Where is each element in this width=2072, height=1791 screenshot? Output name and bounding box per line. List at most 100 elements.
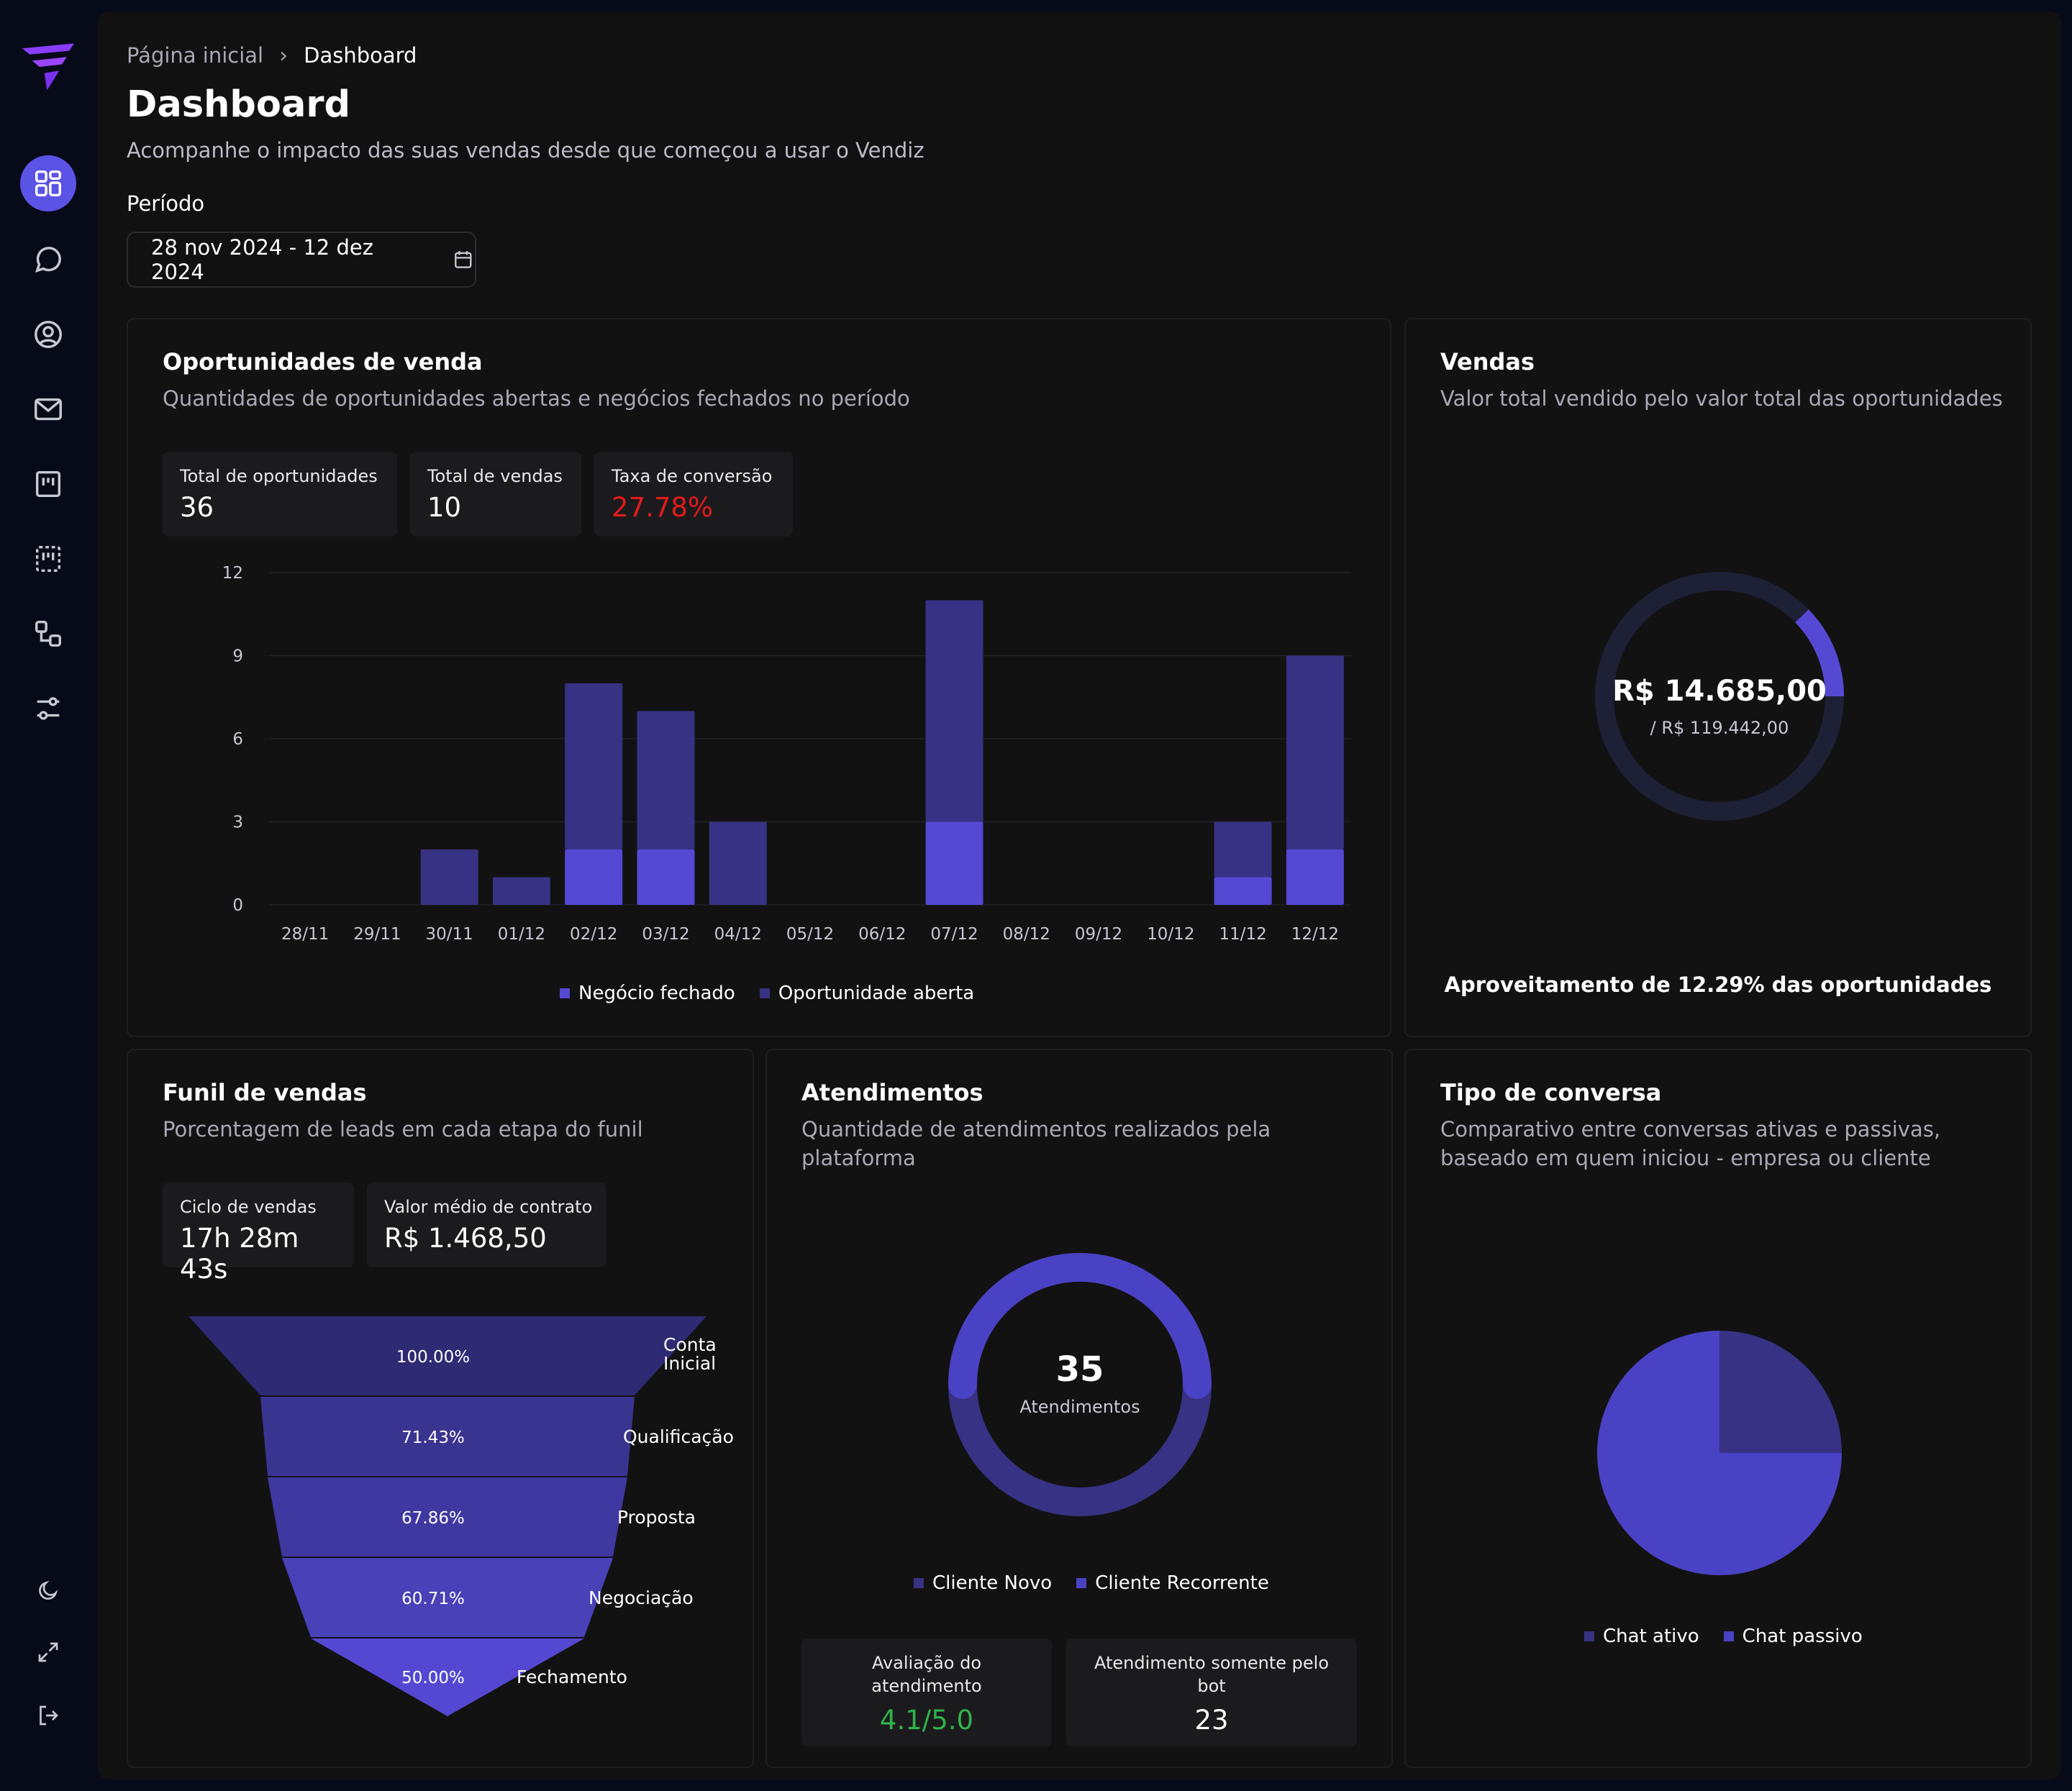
bar-open-opportunity[interactable] bbox=[1214, 821, 1272, 878]
conversation-pie bbox=[1597, 1331, 1842, 1575]
logout-button[interactable] bbox=[20, 1687, 76, 1744]
funnel-stage-4[interactable] bbox=[282, 1558, 613, 1637]
funnel-stage-pct: 100.00% bbox=[396, 1348, 470, 1367]
page-subtitle: Acompanhe o impacto das suas vendas desd… bbox=[127, 138, 924, 163]
x-tick-label: 29/11 bbox=[353, 925, 401, 944]
nav-workflow[interactable] bbox=[20, 606, 76, 662]
stat-label: Ciclo de vendas bbox=[180, 1197, 317, 1217]
bar-closed-deal[interactable] bbox=[925, 821, 983, 906]
legend-swatch bbox=[1723, 1631, 1734, 1641]
funnel-stage-2[interactable] bbox=[260, 1397, 635, 1476]
legend-swatch bbox=[759, 988, 770, 998]
funnel-stage-label: Conta Inicial bbox=[663, 1334, 717, 1374]
breadcrumb-home[interactable]: Página inicial bbox=[127, 43, 264, 68]
conversation-subtitle: Comparativo entre conversas ativas e pas… bbox=[1440, 1117, 1941, 1170]
funnel-clip: 100.00% 71.43% 67.86% 60.71% 50.00% Cont… bbox=[128, 1050, 747, 1768]
attendance-title: Atendimentos bbox=[801, 1079, 983, 1106]
donut-returning-client[interactable] bbox=[948, 1253, 1212, 1399]
sales-card: Vendas Valor total vendido pelo valor to… bbox=[1404, 318, 2032, 1037]
bar-open-opportunity[interactable] bbox=[1286, 655, 1344, 850]
expand-icon bbox=[38, 1642, 58, 1662]
donut-new-client[interactable] bbox=[948, 1384, 1212, 1516]
bar-closed-deal[interactable] bbox=[637, 849, 695, 905]
funnel-card: Funil de vendas Porcentagem de leads em … bbox=[127, 1049, 754, 1768]
funnel-stage-label-line2: Inicial bbox=[663, 1353, 716, 1374]
date-range-picker[interactable]: 28 nov 2024 - 12 dez 2024 bbox=[127, 232, 476, 288]
stat-label: Total de vendas bbox=[427, 466, 563, 486]
date-range-value: 28 nov 2024 - 12 dez 2024 bbox=[151, 235, 373, 284]
bar-open-opportunity[interactable] bbox=[637, 711, 695, 850]
sidebar bbox=[0, 0, 98, 1791]
funnel-stage-5[interactable] bbox=[311, 1639, 584, 1716]
stat-value: 10 bbox=[427, 492, 462, 523]
fullscreen-button[interactable] bbox=[20, 1624, 76, 1680]
conversation-card: Tipo de conversa Comparativo entre conve… bbox=[1404, 1049, 2032, 1768]
conversation-legend: Chat ativo Chat passivo bbox=[1584, 1626, 1863, 1647]
legend-item-closed[interactable]: Negócio fechado bbox=[560, 983, 735, 1004]
legend-item-chat-active[interactable]: Chat ativo bbox=[1584, 1626, 1699, 1647]
legend-item-open[interactable]: Oportunidade aberta bbox=[759, 983, 974, 1004]
bar-open-opportunity[interactable] bbox=[492, 877, 550, 906]
pie-slice-chat-active[interactable] bbox=[1719, 1331, 1842, 1453]
legend-swatch bbox=[1076, 1578, 1087, 1588]
stat-sales-cycle: Ciclo de vendas 17h 28m 43s bbox=[163, 1182, 354, 1285]
x-tick-label: 04/12 bbox=[714, 925, 762, 944]
opportunities-card: Oportunidades de venda Quantidades de op… bbox=[127, 318, 1391, 1037]
pie-slice-chat-passive[interactable] bbox=[1597, 1331, 1842, 1575]
funnel-subtitle: Porcentagem de leads em cada etapa do fu… bbox=[163, 1117, 643, 1141]
period-label: Período bbox=[127, 191, 205, 216]
x-tick-label: 30/11 bbox=[426, 925, 473, 944]
vendiz-logo[interactable] bbox=[17, 36, 79, 98]
bar-open-opportunity[interactable] bbox=[925, 600, 983, 822]
opportunities-bar-chart: 0 3 6 9 12 28/11 29/11 30/11 01/12 02/12 03/12 04/1… bbox=[222, 564, 1351, 944]
mail-icon bbox=[35, 398, 62, 421]
breadcrumb: Página inicial › Dashboard bbox=[127, 40, 417, 70]
bar-closed-deal[interactable] bbox=[1214, 877, 1272, 906]
bar-open-opportunity[interactable] bbox=[420, 849, 478, 905]
funnel-stage-pct: 71.43% bbox=[401, 1428, 465, 1447]
legend-item-returning-client[interactable]: Cliente Recorrente bbox=[1076, 1572, 1269, 1594]
bar-open-opportunity[interactable] bbox=[709, 821, 767, 906]
x-tick-label: 09/12 bbox=[1075, 925, 1122, 944]
stat-label: Atendimento somente pelo bot bbox=[1094, 1653, 1330, 1696]
bar-closed-deal[interactable] bbox=[565, 849, 623, 905]
kanban-dashed-icon bbox=[35, 545, 61, 573]
stat-label: Total de oportunidades bbox=[180, 466, 378, 486]
nav-kanban-dashed[interactable] bbox=[20, 531, 76, 587]
funnel-title: Funil de vendas bbox=[163, 1079, 367, 1106]
attendance-donut: 35 Atendimentos bbox=[948, 1253, 1212, 1516]
stat-value: R$ 1.468,50 bbox=[384, 1223, 547, 1254]
sales-subtitle: Valor total vendido pelo valor total das… bbox=[1440, 386, 2003, 411]
attendance-legend: Cliente Novo Cliente Recorrente bbox=[914, 1572, 1269, 1594]
bar-open-opportunity[interactable] bbox=[565, 683, 623, 849]
nav-kanban[interactable] bbox=[20, 456, 76, 512]
nav-chat[interactable] bbox=[20, 232, 76, 288]
stat-value: 17h 28m 43s bbox=[180, 1223, 299, 1285]
nav-contacts[interactable] bbox=[20, 306, 76, 363]
sales-value: R$ 14.685,00 bbox=[1612, 675, 1827, 708]
legend-item-chat-passive[interactable]: Chat passivo bbox=[1723, 1626, 1863, 1647]
legend-item-new-client[interactable]: Cliente Novo bbox=[914, 1572, 1052, 1594]
stat-service-rating: Avaliação do atendimento 4.1/5.0 bbox=[801, 1639, 1052, 1746]
nav-settings[interactable] bbox=[20, 680, 76, 737]
sales-progress-ring: R$ 14.685,00 / R$ 119.442,00 bbox=[1595, 572, 1844, 821]
nav-dashboard[interactable] bbox=[20, 155, 76, 211]
stat-avg-contract: Valor médio de contrato R$ 1.468,50 bbox=[367, 1182, 606, 1267]
stat-label: Taxa de conversão bbox=[612, 466, 773, 486]
x-tick-label: 02/12 bbox=[570, 925, 617, 944]
settings-sliders-icon bbox=[37, 697, 60, 720]
y-tick-label: 9 bbox=[232, 647, 243, 666]
funnel-stage-3[interactable] bbox=[268, 1477, 627, 1557]
y-tick-label: 0 bbox=[232, 896, 243, 915]
workflow-icon bbox=[35, 620, 62, 647]
x-tick-label: 11/12 bbox=[1219, 925, 1266, 944]
funnel-stage-pct: 67.86% bbox=[401, 1509, 465, 1528]
theme-toggle[interactable] bbox=[20, 1562, 76, 1618]
bar-closed-deal[interactable] bbox=[1286, 849, 1344, 905]
x-tick-label: 12/12 bbox=[1291, 925, 1339, 944]
funnel-stage-1[interactable] bbox=[188, 1316, 706, 1395]
legend-label: Cliente Novo bbox=[932, 1572, 1053, 1594]
x-tick-label: 06/12 bbox=[858, 925, 906, 944]
nav-mail[interactable] bbox=[20, 381, 76, 437]
moon-icon bbox=[39, 1580, 58, 1600]
